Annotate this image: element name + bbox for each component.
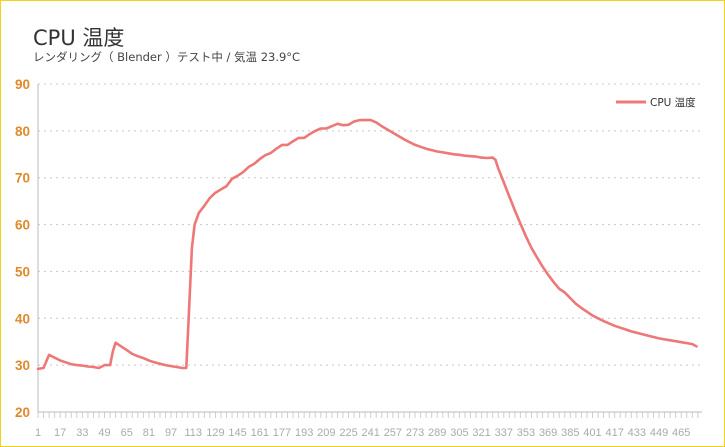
chart-subtitle: レンダリング（ Blender ）テスト中 / 気温 23.9°C xyxy=(33,50,301,64)
x-tick-label: 193 xyxy=(295,427,313,439)
legend-label: CPU 温度 xyxy=(650,96,696,109)
x-tick-label: 433 xyxy=(628,427,646,439)
x-tick-label: 209 xyxy=(317,427,335,439)
y-axis-ticks: 20 30 40 50 60 70 80 90 xyxy=(15,77,30,420)
x-axis-ticks: 1 17 33 49 65 81 97 113 129 145 161 177 193 209 225 241… xyxy=(35,427,690,439)
x-tick-label: 273 xyxy=(406,427,424,439)
axes xyxy=(37,84,702,413)
x-tick-label: 465 xyxy=(672,427,690,439)
x-tick-label: 353 xyxy=(517,427,535,439)
series-line xyxy=(36,118,698,371)
x-tick-label: 417 xyxy=(605,427,623,439)
x-tick-label: 113 xyxy=(184,427,202,439)
x-tick-label: 97 xyxy=(165,427,177,439)
x-tick-label: 401 xyxy=(583,427,601,439)
x-tick-label: 289 xyxy=(428,427,446,439)
x-tick-label: 81 xyxy=(143,427,155,439)
y-tick-label: 90 xyxy=(15,77,30,92)
y-tick-label: 40 xyxy=(15,311,30,326)
x-tick-label: 225 xyxy=(339,427,357,439)
x-tick-label: 1 xyxy=(35,427,41,439)
y-tick-label: 30 xyxy=(15,358,30,373)
legend: CPU 温度 xyxy=(616,96,696,109)
x-tick-label: 385 xyxy=(561,427,579,439)
y-tick-label: 80 xyxy=(15,124,30,139)
x-tick-label: 449 xyxy=(650,427,668,439)
chart-title: CPU 温度 xyxy=(33,26,125,50)
x-tick-label: 177 xyxy=(273,427,291,439)
x-tick-label: 321 xyxy=(472,427,490,439)
x-tick-label: 129 xyxy=(206,427,224,439)
x-tick-label: 65 xyxy=(121,427,133,439)
y-tick-label: 60 xyxy=(15,218,30,233)
x-tick-label: 17 xyxy=(54,427,66,439)
x-tick-label: 241 xyxy=(362,427,380,439)
series-group xyxy=(36,118,698,371)
x-minor-ticks xyxy=(37,412,699,418)
x-tick-label: 33 xyxy=(76,427,88,439)
x-tick-label: 369 xyxy=(539,427,557,439)
grid-lines xyxy=(38,83,702,366)
x-tick-label: 161 xyxy=(251,427,269,439)
x-tick-label: 145 xyxy=(228,427,246,439)
x-tick-label: 257 xyxy=(384,427,402,439)
x-tick-label: 337 xyxy=(495,427,513,439)
x-tick-label: 305 xyxy=(450,427,468,439)
y-tick-label: 50 xyxy=(15,264,30,279)
x-tick-label: 49 xyxy=(98,427,110,439)
y-tick-label: 20 xyxy=(15,405,30,420)
y-tick-label: 70 xyxy=(15,171,30,186)
